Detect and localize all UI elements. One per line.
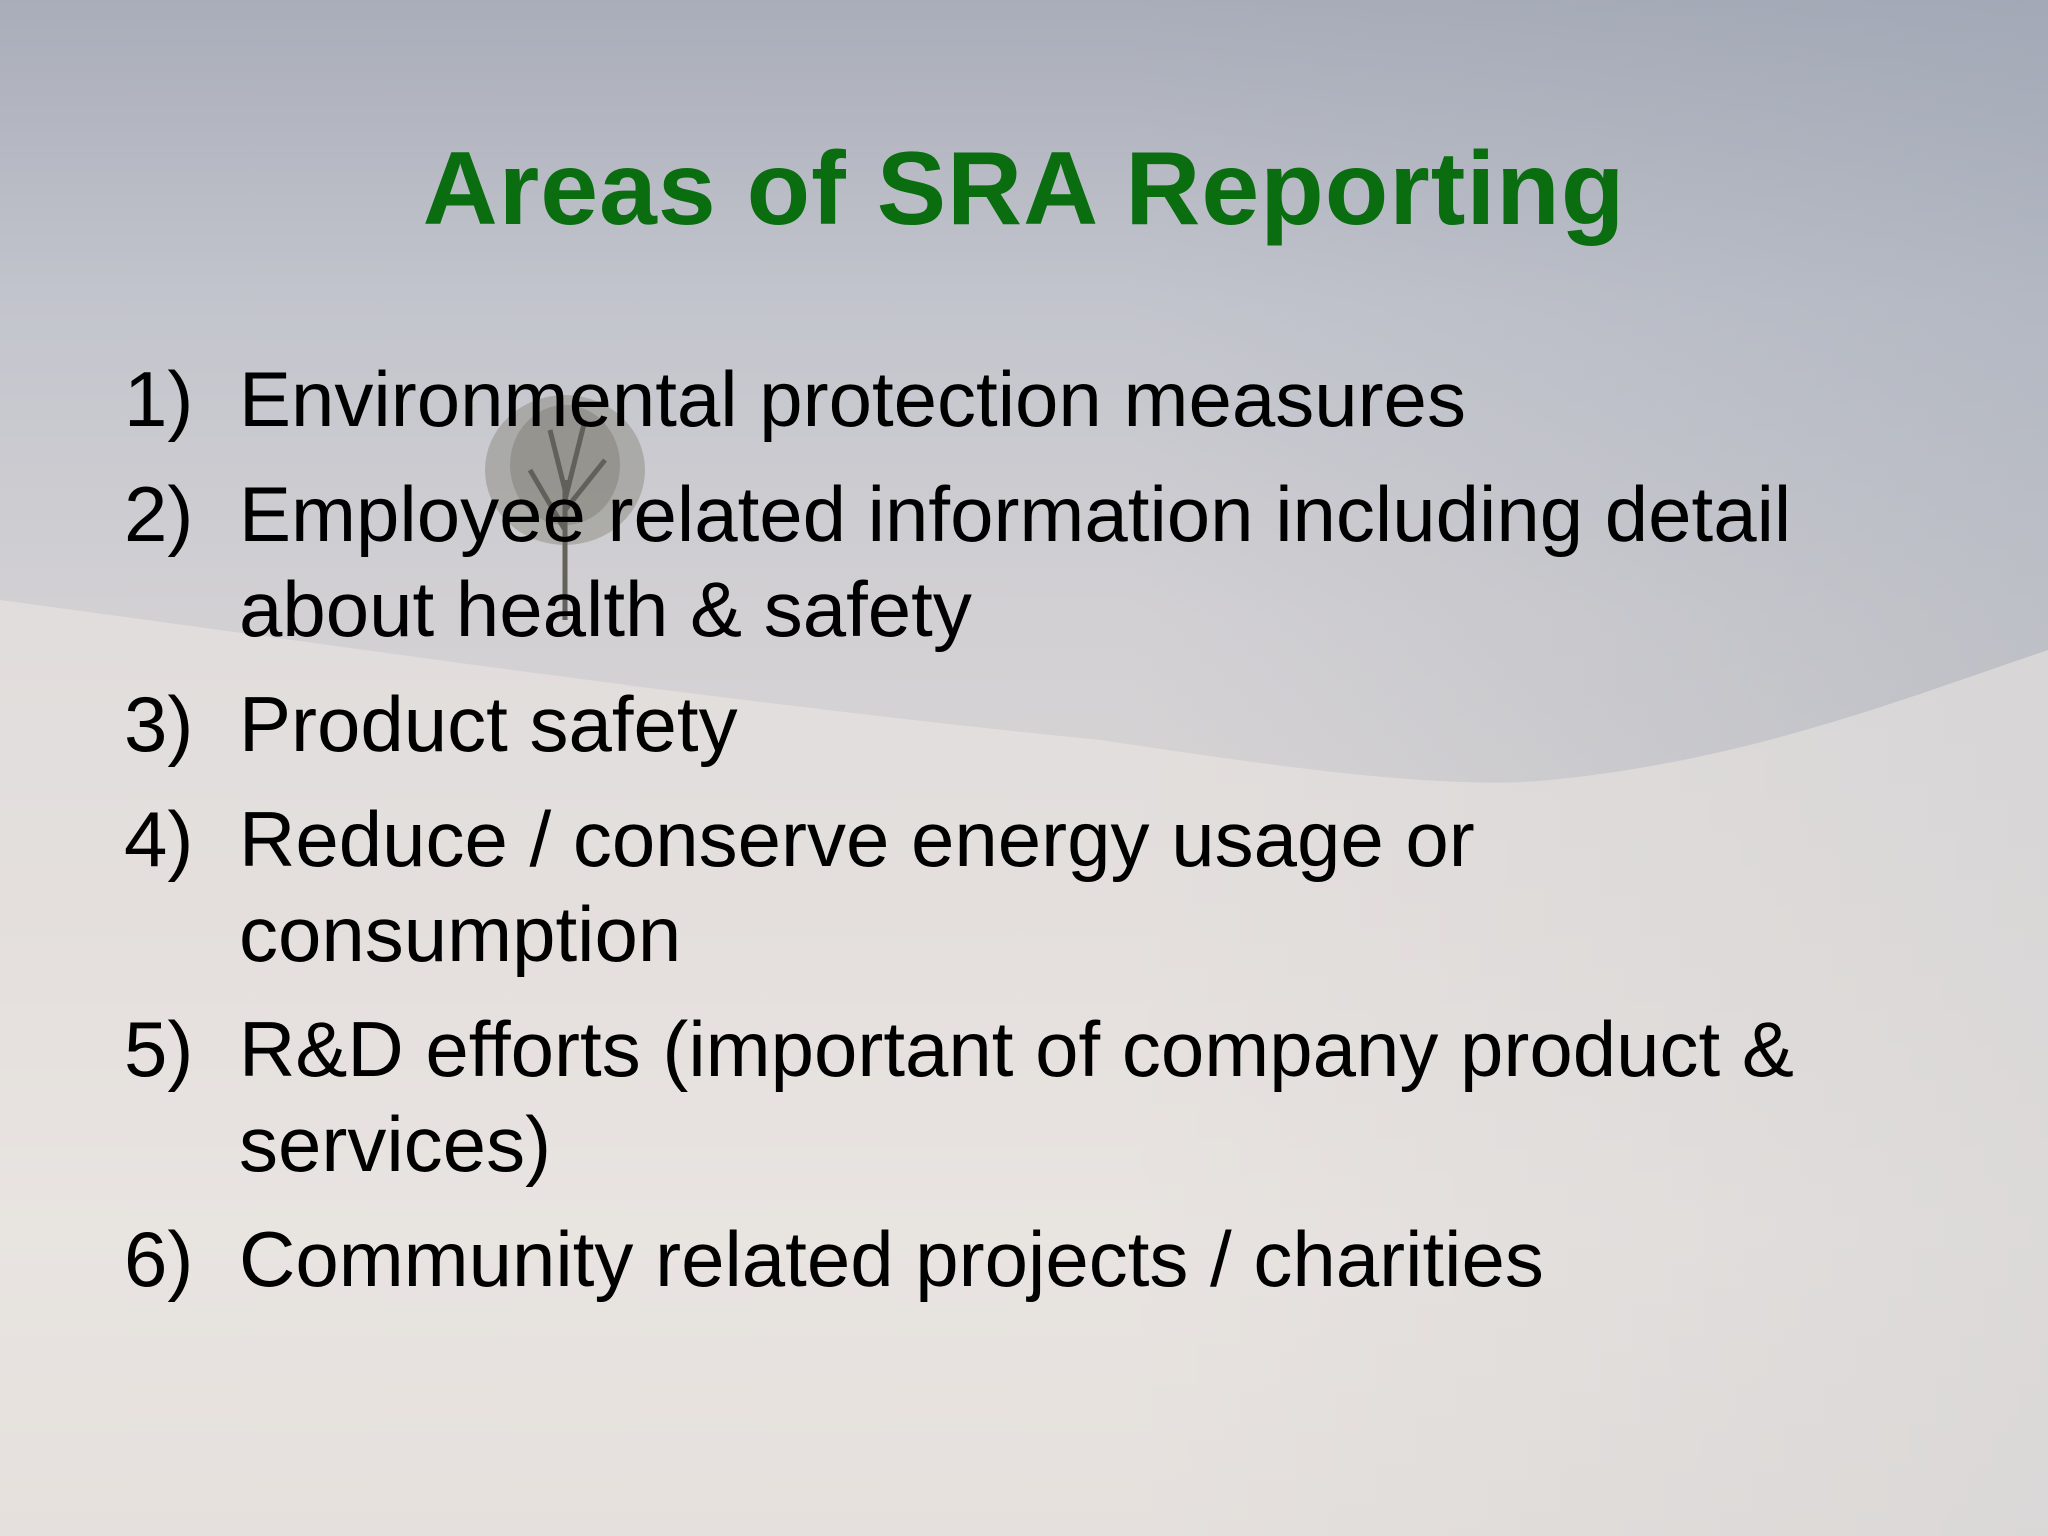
item-number: 4) bbox=[124, 795, 194, 883]
list-item: 5) R&D efforts (important of company pro… bbox=[124, 1002, 1794, 1192]
item-number: 6) bbox=[124, 1215, 194, 1303]
item-text: R&D efforts (important of company produc… bbox=[239, 1005, 1794, 1093]
item-text: Community related projects / charities bbox=[239, 1215, 1544, 1303]
list-item: 1) Environmental protection measures bbox=[124, 352, 1794, 447]
list-item: 2) Employee related information includin… bbox=[124, 467, 1794, 657]
tree-icon bbox=[485, 395, 645, 620]
item-number: 1) bbox=[124, 355, 194, 443]
item-text: consumption bbox=[239, 890, 682, 978]
item-text: about health & safety bbox=[239, 565, 972, 653]
item-text: services) bbox=[239, 1100, 552, 1188]
item-number: 3) bbox=[124, 680, 194, 768]
item-text: Environmental protection measures bbox=[239, 355, 1466, 443]
list-item: 6) Community related projects / charitie… bbox=[124, 1212, 1794, 1307]
item-number: 5) bbox=[124, 1005, 194, 1093]
item-text: Reduce / conserve energy usage or bbox=[239, 795, 1475, 883]
slide-title: Areas of SRA Reporting bbox=[422, 131, 1626, 247]
numbered-list: 1) Environmental protection measures 2) … bbox=[124, 352, 1794, 1327]
item-text: Product safety bbox=[239, 680, 738, 768]
list-item: 4) Reduce / conserve energy usage or con… bbox=[124, 792, 1794, 982]
item-text: Employee related information including d… bbox=[239, 470, 1792, 558]
item-number: 2) bbox=[124, 470, 194, 558]
list-item: 3) Product safety bbox=[124, 677, 1794, 772]
